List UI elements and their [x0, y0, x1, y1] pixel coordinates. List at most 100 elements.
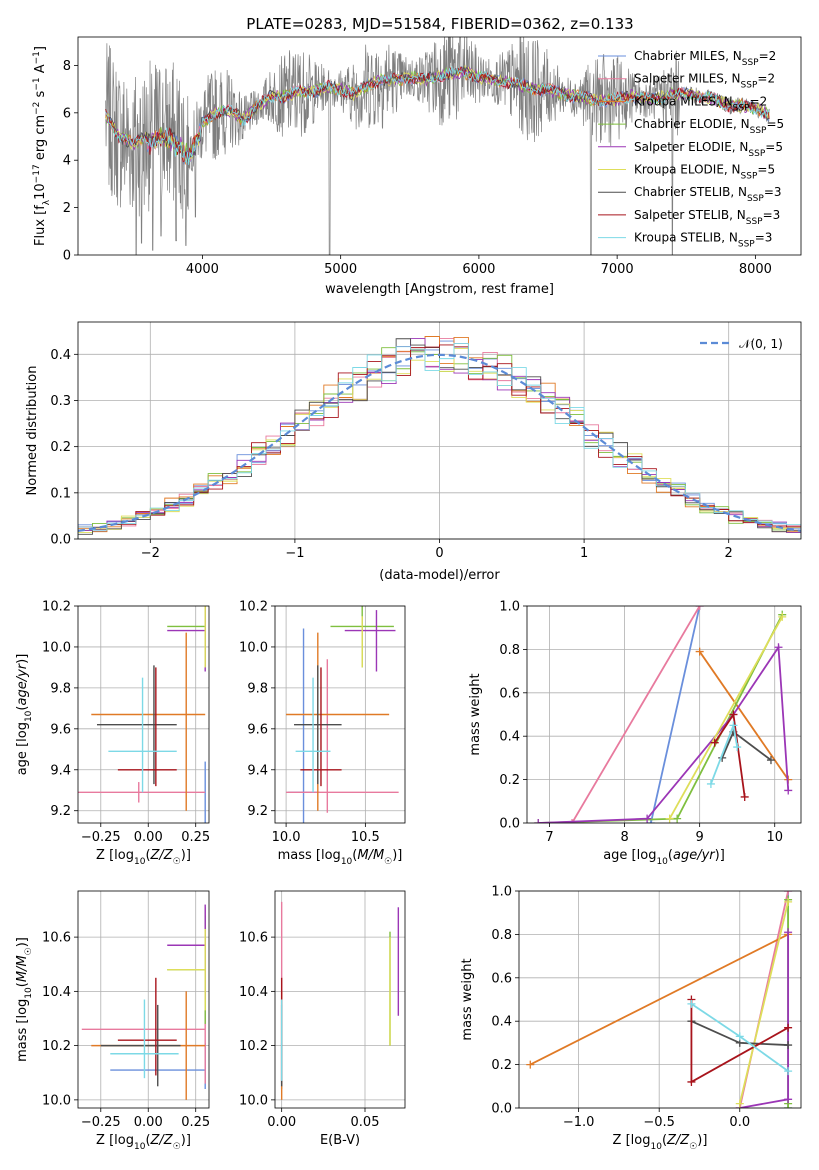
x-tick-label: 0.00	[134, 1115, 163, 1130]
weight-marker	[774, 643, 783, 652]
x-tick-label: 7000	[601, 262, 634, 277]
y-axis-label: age [log10(age/yr)]	[15, 654, 34, 776]
age_vs_Z-plot-area	[78, 606, 206, 823]
weight-marker	[710, 738, 719, 747]
x-tick-label: 10	[766, 830, 783, 845]
model-spectrum-salpeter-stelib	[105, 66, 770, 163]
y-tick-label: 1.0	[499, 600, 520, 615]
legend-entry: Chabrier ELODIE, NSSP=5	[634, 117, 784, 136]
x-axis-label: Z [log10(Z/Z☉)]	[96, 848, 191, 867]
x-tick-label: −0.25	[81, 1115, 121, 1130]
y-tick-label: 10.4	[42, 985, 71, 1000]
x-tick-label: 6000	[462, 262, 495, 277]
weight-marker	[687, 999, 696, 1008]
y-axis-label: mass [log10(M/M☉)]	[15, 937, 34, 1062]
weight-marker	[784, 1095, 793, 1104]
weight-marker	[687, 1077, 696, 1086]
x-axis-label: Z [log10(Z/Z☉)]	[613, 1133, 708, 1152]
y-axis-label: Normed distribution	[25, 366, 40, 496]
weight-marker	[665, 814, 674, 823]
y-tick-label: 10.0	[42, 640, 71, 655]
x-tick-label: 1	[580, 546, 588, 561]
y-tick-label: 8	[63, 59, 71, 74]
y-tick-label: 10.4	[239, 985, 268, 1000]
weight-marker	[729, 721, 738, 730]
x-tick-label: 0.25	[181, 1115, 210, 1130]
spectrum-plot-area	[105, 37, 770, 255]
weight-marker	[740, 792, 749, 801]
x-tick-label: −0.5	[643, 1115, 675, 1130]
y-tick-label: 10.2	[42, 600, 71, 615]
axes-frame	[526, 605, 802, 824]
x-tick-label: 0.0	[729, 1115, 750, 1130]
y-tick-label: 10.0	[239, 640, 268, 655]
y-tick-label: 2	[63, 201, 71, 216]
weight-marker	[695, 606, 704, 610]
y-tick-label: 0.3	[50, 394, 71, 409]
legend-entry: Chabrier MILES, NSSP=2	[634, 49, 776, 68]
x-tick-label: 0.25	[181, 830, 210, 845]
legend-entry: 𝒩(0, 1)	[739, 337, 783, 351]
y-tick-label: 0.0	[499, 817, 520, 832]
y-tick-label: 0.1	[50, 486, 71, 501]
weight-marker	[643, 814, 652, 823]
y-tick-label: 9.4	[50, 763, 71, 778]
y-tick-label: 0.4	[50, 348, 71, 363]
residual-hist-kroupa-stelib	[78, 343, 801, 539]
weight-line-salpeter-miles	[571, 606, 701, 823]
weight_vs_Z-plot-area	[526, 891, 793, 1108]
weight-marker	[735, 1099, 744, 1108]
x-tick-label: −2	[141, 546, 160, 561]
x-tick-label: 5000	[324, 262, 357, 277]
weight-line-salpeter-elodie	[739, 932, 790, 1108]
legend-entry: Kroupa ELODIE, NSSP=5	[634, 163, 775, 182]
y-tick-label: 0.2	[491, 1058, 512, 1073]
y-tick-label: 1.0	[491, 885, 512, 900]
y-tick-label: 9.8	[247, 681, 268, 696]
axes-frame	[77, 890, 210, 1109]
axes-frame	[77, 321, 802, 540]
x-axis-label: (data-model)/error	[379, 568, 500, 583]
x-axis-label: wavelength [Angstrom, rest frame]	[325, 282, 554, 297]
y-tick-label: 10.2	[239, 600, 268, 615]
y-tick-label: 0.8	[499, 643, 520, 658]
weight-marker	[784, 928, 793, 937]
weight-line-chabrier-miles	[649, 606, 701, 823]
y-tick-label: 4	[63, 154, 71, 169]
weight-marker	[695, 647, 704, 656]
axes-frame	[518, 890, 802, 1109]
y-tick-label: 0.4	[491, 1015, 512, 1030]
y-tick-label: 0.8	[491, 928, 512, 943]
figure-title: PLATE=0283, MJD=51584, FIBERID=0362, z=0…	[246, 15, 633, 33]
x-tick-label: 4000	[186, 262, 219, 277]
y-axis-label: Flux [fλ10−17 erg cm−2 s−1 A−1]	[32, 46, 52, 246]
histogram-plot-area	[78, 336, 801, 539]
weight-marker	[534, 819, 543, 823]
y-tick-label: 0.2	[499, 773, 520, 788]
x-axis-label: age [log10(age/yr)]	[603, 848, 725, 867]
y-tick-label: 10.2	[239, 1039, 268, 1054]
y-axis-label: mass weight	[460, 958, 475, 1040]
legend-entry: Salpeter MILES, NSSP=2	[634, 72, 775, 91]
weight-marker	[526, 1060, 535, 1069]
y-tick-label: 9.4	[247, 763, 268, 778]
weight-marker	[729, 710, 738, 719]
x-tick-label: 0.05	[351, 1115, 380, 1130]
legend-entry: Kroupa STELIB, NSSP=3	[634, 231, 772, 250]
x-tick-label: 0.00	[134, 830, 163, 845]
x-axis-label: E(B-V)	[320, 1133, 360, 1148]
y-tick-label: 9.8	[50, 681, 71, 696]
x-tick-label: −1.0	[563, 1115, 595, 1130]
axes-frame	[77, 605, 210, 824]
weight-marker	[784, 1041, 793, 1050]
axes-frame	[274, 890, 406, 1109]
plot-layer: 4000 5000 6000 7000 8000 0 2 4 6 8 wavelength [Ang…	[15, 36, 802, 1152]
x-tick-label: 2	[725, 546, 733, 561]
y-tick-label: 6	[63, 106, 71, 121]
weight-marker	[673, 814, 682, 823]
y-tick-label: 0.2	[50, 440, 71, 455]
x-tick-label: 8	[620, 830, 628, 845]
weight-marker	[706, 779, 715, 788]
y-tick-label: 0.6	[499, 686, 520, 701]
